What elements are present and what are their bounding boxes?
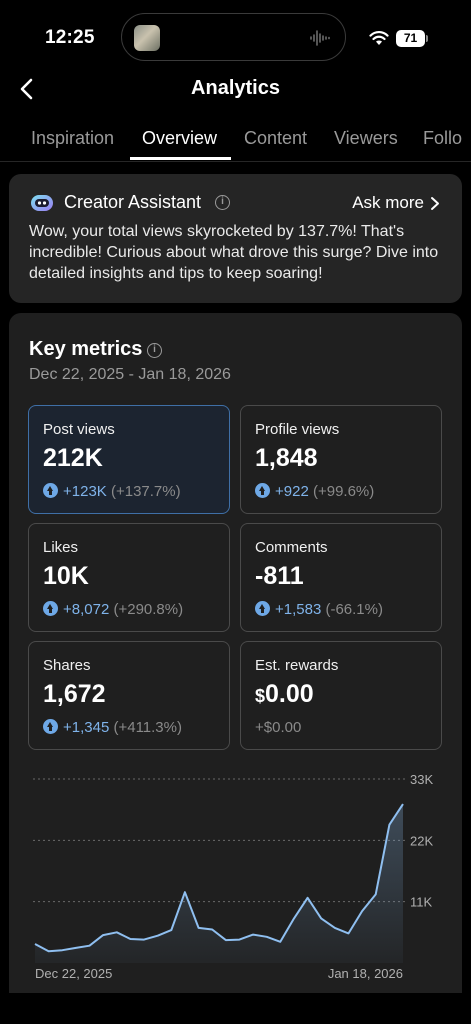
metric-change: +123K (+137.7%) [43, 483, 181, 500]
metric-change-abs: +922 [275, 483, 309, 500]
metric-label: Post views [43, 421, 115, 438]
metric-change-pct: (+290.8%) [113, 601, 184, 618]
audio-wave-icon [310, 30, 330, 46]
creator-assistant-card[interactable]: Creator Assistant i Ask more Wow, your t… [9, 174, 462, 303]
tab-content[interactable]: Content [244, 128, 308, 148]
chevron-right-icon[interactable] [430, 196, 440, 211]
assistant-bot-icon [31, 195, 53, 211]
tab-inspiration[interactable]: Inspiration [31, 128, 115, 148]
tab-viewers[interactable]: Viewers [334, 128, 398, 148]
dynamic-island[interactable] [121, 13, 346, 61]
metric-change-pct: (-66.1%) [325, 601, 383, 618]
metric-value: 10K [43, 562, 89, 590]
metric-card-post-views[interactable]: Post views 212K +123K (+137.7%) [28, 405, 230, 514]
x-end-label: Jan 18, 2026 [328, 966, 403, 981]
info-icon[interactable]: i [215, 195, 230, 210]
metric-label: Comments [255, 539, 328, 556]
arrow-up-icon [43, 483, 58, 498]
metric-change-pct: (+411.3%) [113, 719, 182, 736]
y-tick-label: 33K [410, 772, 433, 787]
series-area [35, 804, 403, 963]
metric-value: 1,672 [43, 680, 106, 708]
metric-change: +1,583 (-66.1%) [255, 601, 383, 618]
metric-card-shares[interactable]: Shares 1,672 +1,345 (+411.3%) [28, 641, 230, 750]
metric-change: +$0.00 [255, 719, 302, 736]
metric-label: Shares [43, 657, 91, 674]
y-tick-label: 11K [410, 895, 432, 910]
metric-card-est-rewards[interactable]: Est. rewards $0.00 +$0.00 [240, 641, 442, 750]
media-thumbnail [134, 25, 160, 51]
tab-overview[interactable]: Overview [142, 128, 218, 148]
arrow-up-icon [43, 719, 58, 734]
key-metrics-info-icon[interactable]: i [147, 343, 162, 358]
series-line [34, 803, 404, 953]
metric-value: 212K [43, 444, 103, 472]
metric-change: +8,072 (+290.8%) [43, 601, 183, 618]
battery-tip [426, 35, 428, 42]
metric-label: Likes [43, 539, 79, 556]
back-icon[interactable] [16, 77, 38, 101]
metric-change-abs: +1,345 [63, 719, 110, 736]
metric-change: +922 (+99.6%) [255, 483, 374, 500]
metric-value: 1,848 [255, 444, 318, 472]
post-views-chart[interactable]: 11K 22K 33K Dec 22, 2025 Jan 18, 2026 [9, 313, 462, 993]
metric-change-pct: (+137.7%) [110, 483, 181, 500]
wifi-icon [369, 31, 389, 45]
active-tab-indicator [130, 157, 231, 160]
currency-symbol: $ [255, 686, 266, 706]
metric-change: +1,345 (+411.3%) [43, 719, 182, 736]
metric-label: Est. rewards [255, 657, 339, 674]
key-metrics-title: Key metrics [29, 338, 143, 360]
metric-change-abs: +8,072 [63, 601, 110, 618]
ask-more-link[interactable]: Ask more [352, 193, 424, 212]
metric-change-abs: +1,583 [275, 601, 322, 618]
metric-card-comments[interactable]: Comments -811 +1,583 (-66.1%) [240, 523, 442, 632]
y-tick-label: 22K [410, 833, 433, 848]
metric-card-profile-views[interactable]: Profile views 1,848 +922 (+99.6%) [240, 405, 442, 514]
page-title: Analytics [191, 77, 280, 99]
metric-value-number: 0.00 [265, 680, 314, 708]
arrow-up-icon [255, 483, 270, 498]
arrow-up-icon [43, 601, 58, 616]
arrow-up-icon [255, 601, 270, 616]
metric-change-abs: +123K [63, 483, 107, 500]
status-time: 12:25 [45, 27, 95, 48]
date-range: Dec 22, 2025 - Jan 18, 2026 [29, 366, 231, 383]
tab-followers[interactable]: Follo [423, 128, 463, 148]
x-start-label: Dec 22, 2025 [35, 966, 112, 981]
tab-bar: Inspiration Overview Content Viewers Fol… [0, 118, 471, 162]
battery-indicator: 71 [396, 30, 425, 47]
key-metrics-panel: Key metrics i Dec 22, 2025 - Jan 18, 202… [9, 313, 462, 993]
metric-value: -811 [255, 562, 304, 590]
assistant-title: Creator Assistant [64, 192, 202, 212]
metric-label: Profile views [255, 421, 340, 438]
metric-card-likes[interactable]: Likes 10K +8,072 (+290.8%) [28, 523, 230, 632]
metric-change-pct: (+99.6%) [312, 483, 375, 500]
status-bar: 12:25 71 [0, 0, 471, 66]
assistant-message: Wow, your total views skyrocketed by 137… [29, 223, 439, 282]
metric-value: $0.00 [255, 680, 314, 709]
